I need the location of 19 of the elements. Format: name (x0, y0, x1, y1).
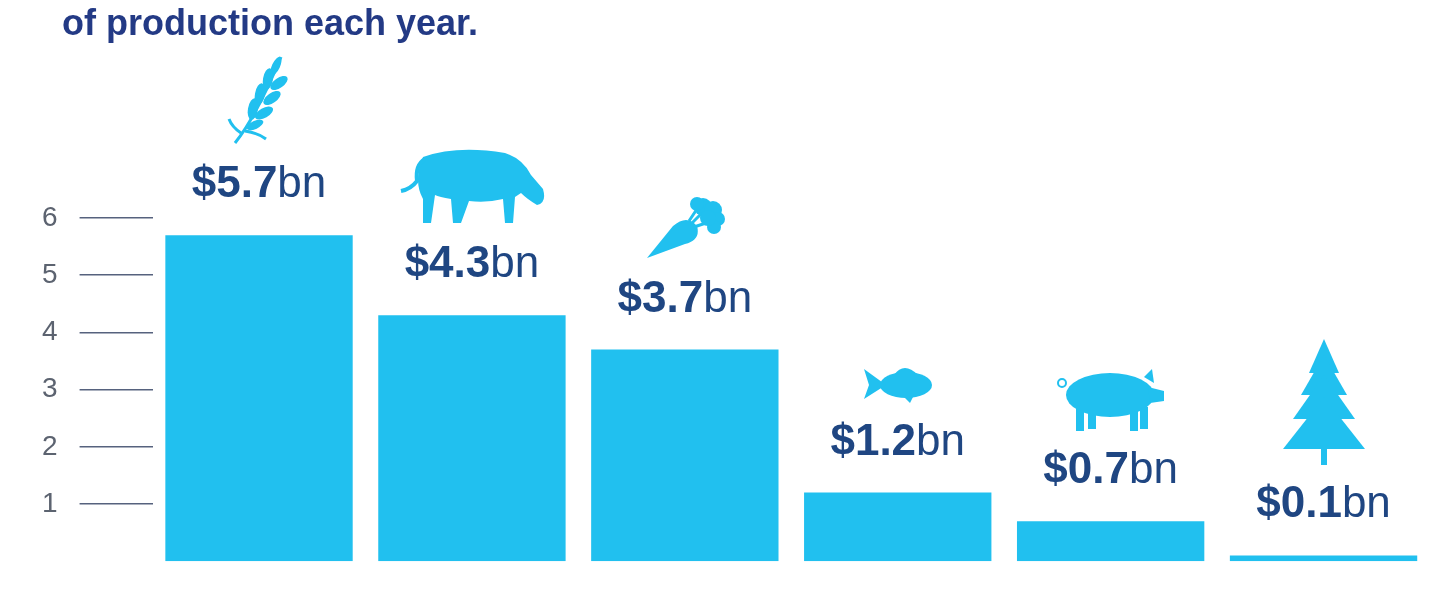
bar (165, 235, 353, 562)
bar (1016, 521, 1205, 562)
data-label: $0.1bn (1256, 477, 1391, 527)
y-tick-label: 6 (41, 200, 58, 232)
y-tick-label: 5 (41, 257, 58, 289)
data-label: $1.2bn (830, 414, 966, 464)
y-tick-label: 4 (41, 315, 58, 347)
bar (1229, 555, 1418, 562)
bar (591, 349, 779, 562)
bar (804, 492, 992, 562)
chart-title: of production each year. (62, 2, 479, 44)
bar (378, 315, 566, 562)
data-label: $3.7bn (617, 271, 753, 321)
y-tick-label: 3 (41, 372, 58, 404)
data-label: $5.7bn (191, 157, 327, 207)
y-tick-label: 1 (41, 486, 58, 518)
y-tick-label: 2 (41, 429, 58, 461)
data-label: $4.3bn (404, 237, 540, 287)
data-label: $0.7bn (1043, 443, 1178, 493)
